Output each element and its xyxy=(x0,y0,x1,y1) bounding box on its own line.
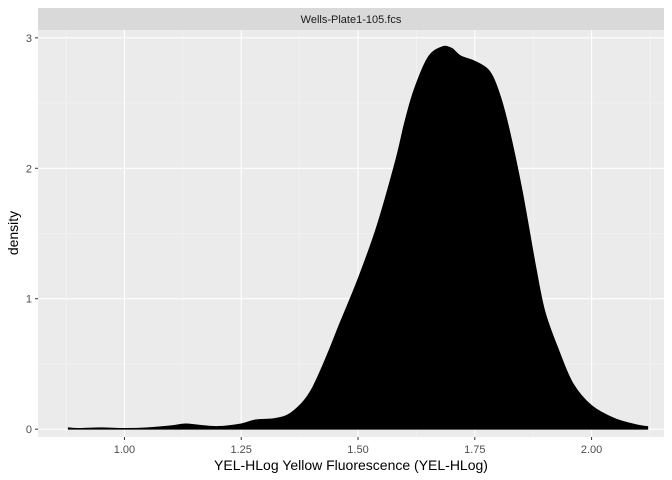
y-tick-label: 0 xyxy=(26,424,32,436)
x-tick-label: 1.75 xyxy=(464,444,485,456)
panel-title: Wells-Plate1-105.fcs xyxy=(301,14,402,26)
density-area xyxy=(67,45,649,430)
x-tick-label: 1.50 xyxy=(347,444,368,456)
y-axis: 0 1 2 3 xyxy=(26,33,38,436)
strip-background xyxy=(38,8,664,30)
y-tick-label: 2 xyxy=(26,163,32,175)
x-axis-title: YEL-HLog Yellow Fluorescence (YEL-HLog) xyxy=(214,457,488,473)
x-tick-label: 2.00 xyxy=(581,444,602,456)
x-tick-label: 1.00 xyxy=(114,444,135,456)
y-tick-label: 1 xyxy=(26,294,32,306)
y-axis-title: density xyxy=(5,211,21,255)
y-tick-label: 3 xyxy=(26,33,32,45)
x-tick-label: 1.25 xyxy=(231,444,252,456)
x-axis: 1.00 1.25 1.50 1.75 2.00 xyxy=(114,437,602,456)
